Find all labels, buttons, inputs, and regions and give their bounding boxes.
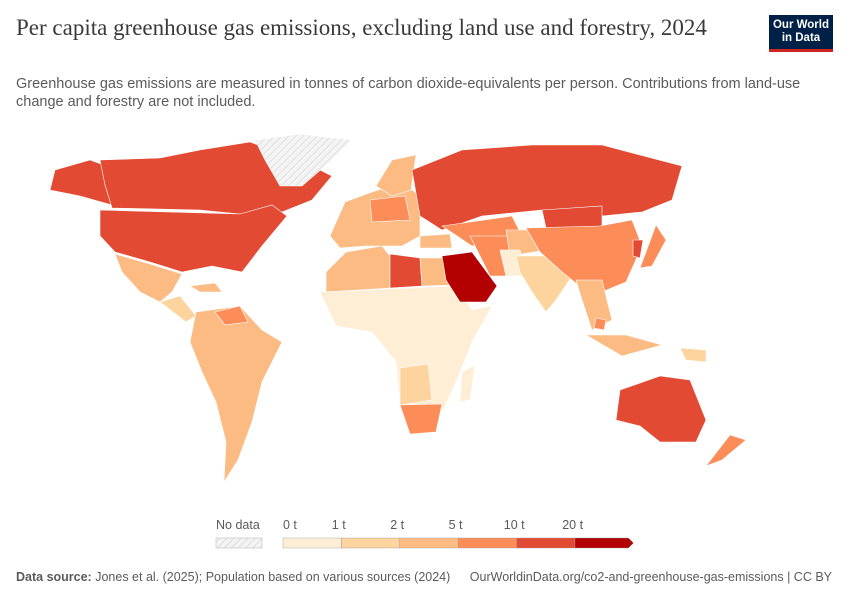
country-germany-pl[interactable]: [369, 195, 411, 223]
legend-tick-label: 0 t: [283, 518, 297, 532]
legend-bin-2: [399, 537, 459, 549]
country-australia[interactable]: [615, 375, 707, 443]
footer-url-license[interactable]: OurWorldinData.org/co2-and-greenhouse-ga…: [469, 570, 832, 584]
country-saudi-arabia[interactable]: [441, 251, 498, 303]
legend-bin-3: [458, 537, 517, 549]
country-mexico[interactable]: [114, 253, 183, 303]
legend-tick-label: 20 t: [562, 518, 584, 532]
source-text: Jones et al. (2025); Population based on…: [95, 570, 451, 584]
country-libya[interactable]: [389, 253, 423, 289]
country-central-america[interactable]: [159, 295, 197, 323]
world-map[interactable]: [0, 120, 850, 505]
country-turkey[interactable]: [419, 233, 453, 249]
legend-bin-4: [516, 537, 576, 549]
legend-tick-label: 1 t: [331, 518, 346, 532]
country-usa[interactable]: [99, 204, 288, 273]
logo-line-2: in Data: [781, 32, 821, 44]
legend-bin-5: [574, 537, 634, 549]
legend-bin-1: [341, 537, 400, 549]
country-madagascar[interactable]: [459, 364, 476, 403]
country-south-america[interactable]: [189, 305, 283, 484]
country-russia[interactable]: [411, 144, 683, 231]
chart-subtitle: Greenhouse gas emissions are measured in…: [16, 76, 801, 110]
country-scandinavia[interactable]: [375, 154, 417, 197]
source-label: Data source:: [16, 570, 92, 584]
footer-source: Data source: Jones et al. (2025); Popula…: [16, 570, 450, 584]
chart-title: Per capita greenhouse gas emissions, exc…: [16, 15, 707, 40]
country-caribbean[interactable]: [189, 282, 223, 293]
country-korea[interactable]: [632, 239, 644, 259]
legend-scale: [215, 537, 634, 549]
legend-tick-label: 2 t: [390, 518, 405, 532]
logo-line-1: Our World: [772, 19, 829, 31]
legend-tick-label: 5 t: [448, 518, 463, 532]
country-greenland[interactable]: [254, 133, 353, 187]
country-malaysia[interactable]: [593, 317, 607, 331]
country-indonesia[interactable]: [584, 334, 664, 357]
country-subsaharan[interactable]: [319, 285, 493, 413]
country-maghreb[interactable]: [325, 245, 391, 293]
legend-no-data-label: No data: [216, 518, 260, 532]
legend-tick-label: 10 t: [503, 518, 525, 532]
country-png[interactable]: [679, 347, 707, 363]
country-venezuela[interactable]: [214, 305, 249, 326]
country-southern-africa[interactable]: [399, 363, 433, 406]
legend-no-data-swatch: [215, 537, 263, 549]
owid-logo[interactable]: Our World in Data: [769, 15, 833, 52]
map-legend: No data 0 t 1 t 2 t 5 t 10 t 20 t: [0, 510, 850, 555]
country-mongolia[interactable]: [541, 205, 603, 229]
legend-bin-0: [282, 537, 342, 549]
country-china[interactable]: [525, 219, 643, 297]
country-new-zealand[interactable]: [705, 434, 747, 467]
country-japan[interactable]: [639, 224, 667, 269]
country-south-africa[interactable]: [399, 403, 443, 435]
